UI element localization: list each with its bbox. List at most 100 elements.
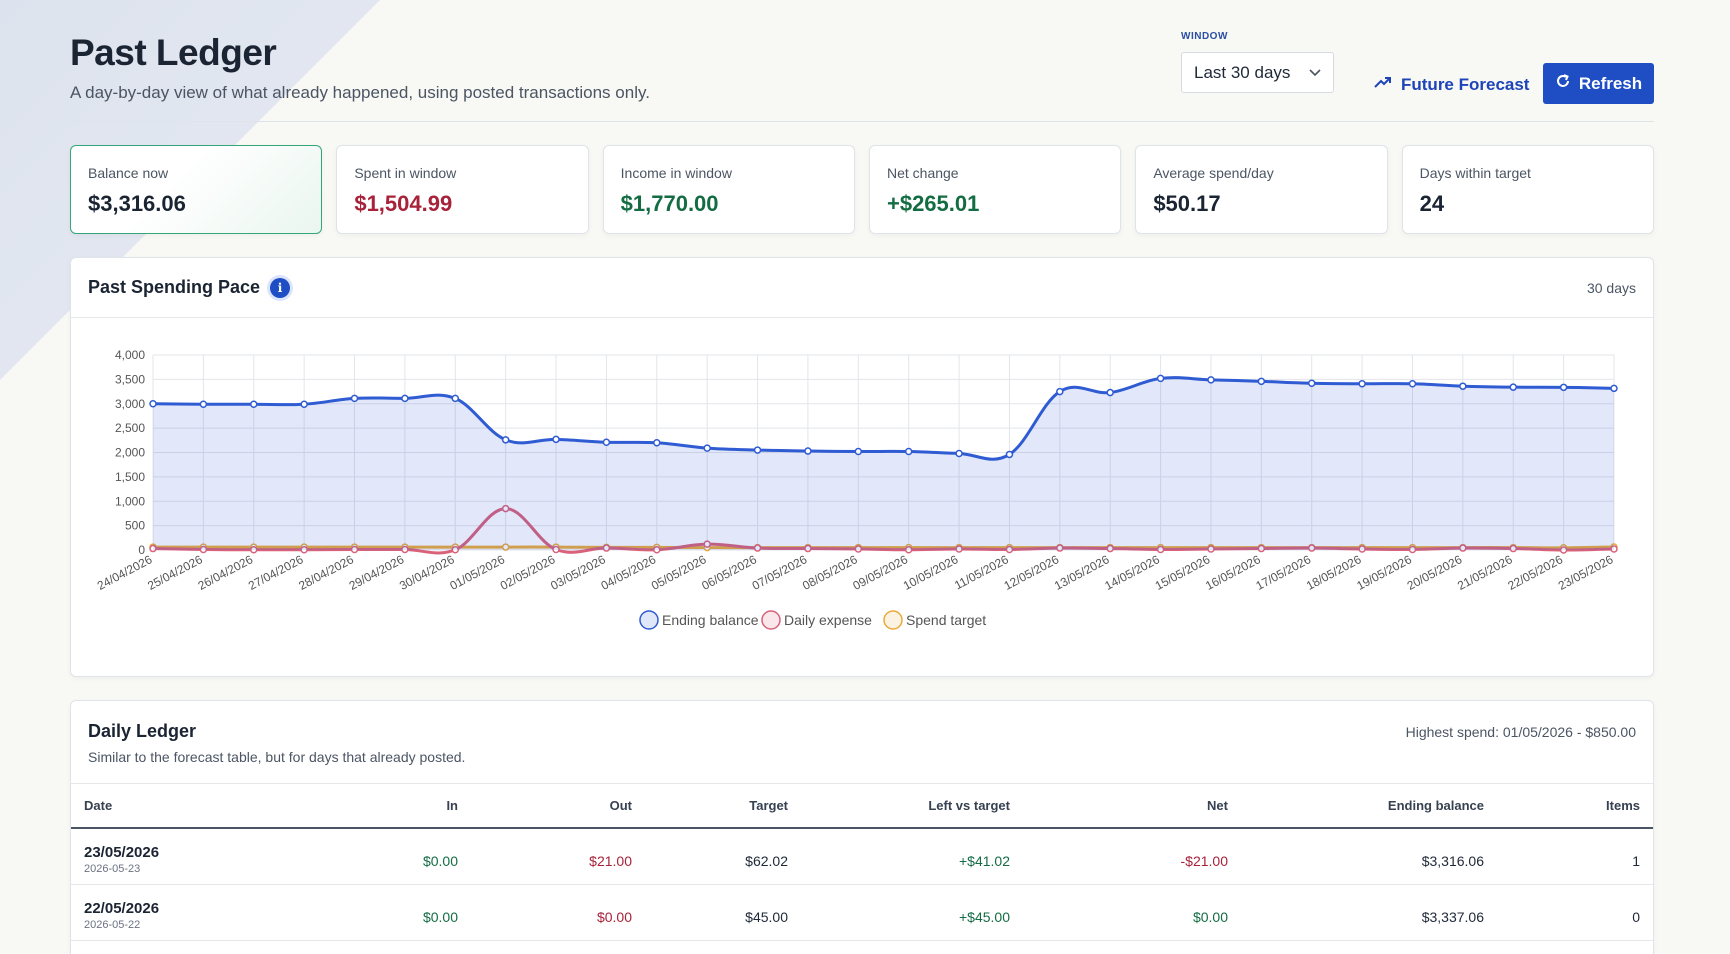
data-point	[653, 439, 661, 447]
data-point	[1207, 376, 1215, 384]
ledger-header: Daily Ledger Similar to the forecast tab…	[71, 701, 1653, 784]
legend-marker	[639, 610, 659, 630]
data-point	[401, 545, 409, 554]
out-cell: $21.00	[471, 828, 645, 885]
data-point	[703, 540, 711, 548]
x-tick-label: 22/05/2026	[1505, 552, 1565, 593]
series-line	[153, 545, 1615, 550]
data-point	[199, 400, 208, 408]
x-tick-label: 25/04/2026	[145, 552, 205, 593]
y-tick-label: 4,000	[115, 348, 145, 362]
data-point	[1005, 450, 1014, 459]
stat-label: Net change	[886, 165, 959, 181]
data-point	[451, 546, 460, 554]
y-tick-label: 2,000	[115, 446, 145, 460]
in-cell: $0.00	[291, 828, 471, 885]
data-point	[854, 447, 863, 456]
data-point	[300, 546, 308, 554]
x-tick-label: 08/05/2026	[800, 552, 860, 593]
x-tick-label: 30/04/2026	[397, 552, 457, 593]
target-cell: $62.02	[645, 828, 801, 885]
column-header-target[interactable]: Target	[645, 784, 801, 829]
x-tick-label: 07/05/2026	[750, 552, 810, 593]
left-vs-target-cell: +$45.00	[801, 884, 1023, 941]
y-tick-label: 3,000	[115, 397, 145, 411]
stat-average-spend: Average spend/day $50.17	[1135, 145, 1388, 234]
data-point	[149, 544, 157, 553]
x-tick-label: 27/04/2026	[246, 552, 306, 593]
window-select[interactable]: Last 30 days	[1181, 52, 1334, 93]
x-tick-label: 28/04/2026	[296, 552, 356, 593]
y-tick-label: 2,500	[115, 421, 145, 435]
data-point	[1005, 545, 1014, 554]
chevron-down-icon	[1309, 66, 1321, 80]
column-header-items[interactable]: Items	[1497, 784, 1653, 829]
x-tick-label: 06/05/2026	[699, 552, 759, 593]
data-point	[1307, 379, 1316, 388]
series-area	[153, 377, 1614, 550]
data-point	[1156, 545, 1165, 554]
data-point	[1610, 384, 1618, 393]
data-point	[1459, 382, 1467, 390]
date-display: 22/05/2026	[84, 900, 160, 917]
page-header: Past Ledger A day-by-day view of what al…	[70, 0, 1654, 122]
x-tick-label: 13/05/2026	[1052, 552, 1112, 593]
stat-label: Balance now	[88, 165, 169, 181]
data-point	[1358, 545, 1366, 553]
data-point	[854, 545, 863, 553]
stat-value: 24	[1419, 191, 1445, 216]
future-forecast-link[interactable]: Future Forecast	[1373, 72, 1529, 97]
x-tick-label: 21/05/2026	[1455, 552, 1515, 593]
data-point	[1056, 387, 1064, 396]
data-point	[804, 447, 812, 455]
ledger-table: Date In Out Target Left vs target Net En…	[71, 784, 1653, 941]
data-point	[250, 400, 258, 408]
data-point	[552, 435, 560, 444]
stat-value: $1,504.99	[354, 191, 453, 216]
column-header-out[interactable]: Out	[471, 784, 645, 829]
table-row[interactable]: 23/05/2026 2026-05-23 $0.00 $21.00 $62.0…	[71, 828, 1653, 885]
x-tick-label: 01/05/2026	[447, 552, 507, 593]
ending-balance-cell: $3,316.06	[1241, 828, 1497, 885]
target-cell: $45.00	[645, 884, 801, 941]
highest-spend-note: Highest spend: 01/05/2026 - $850.00	[1405, 724, 1636, 740]
data-point	[1106, 388, 1114, 397]
net-cell: $0.00	[1023, 884, 1241, 941]
date-display: 23/05/2026	[84, 844, 160, 861]
stat-label: Average spend/day	[1153, 165, 1274, 181]
stat-net-change: Net change +$265.01	[868, 145, 1122, 234]
data-point	[1358, 380, 1366, 388]
data-point	[501, 543, 510, 551]
stat-balance-now: Balance now $3,316.06	[70, 145, 323, 234]
column-header-date[interactable]: Date	[71, 784, 291, 829]
column-header-left-vs-target[interactable]: Left vs target	[801, 784, 1023, 829]
refresh-button[interactable]: Refresh	[1543, 63, 1654, 104]
x-tick-label: 20/05/2026	[1405, 552, 1465, 593]
column-header-in[interactable]: In	[291, 784, 471, 829]
column-header-ending-balance[interactable]: Ending balance	[1241, 784, 1497, 829]
data-point	[401, 394, 409, 403]
data-point	[1257, 544, 1266, 553]
data-point	[1509, 544, 1517, 553]
stat-days-within-target: Days within target 24	[1401, 145, 1654, 234]
page-title: Past Ledger	[70, 32, 277, 73]
data-point	[149, 400, 157, 408]
x-tick-label: 09/05/2026	[850, 552, 910, 593]
stat-label: Days within target	[1419, 165, 1531, 181]
x-tick-label: 16/05/2026	[1203, 552, 1263, 593]
ending-balance-cell: $3,337.06	[1241, 884, 1497, 941]
x-tick-label: 12/05/2026	[1002, 552, 1062, 593]
column-header-net[interactable]: Net	[1023, 784, 1241, 829]
y-tick-label: 1,000	[115, 494, 145, 508]
data-point	[904, 447, 913, 456]
chart-period: 30 days	[1586, 279, 1636, 296]
data-point	[602, 544, 611, 552]
x-tick-label: 05/05/2026	[649, 552, 709, 593]
x-tick-label: 10/05/2026	[901, 552, 961, 593]
table-row[interactable]: 22/05/2026 2026-05-22 $0.00 $0.00 $45.00…	[71, 884, 1653, 941]
info-icon[interactable]: i	[270, 277, 291, 298]
future-forecast-label: Future Forecast	[1401, 74, 1530, 94]
stat-cards: Balance now $3,316.06 Spent in window $1…	[70, 145, 1654, 234]
chart-header: Past Spending Pace i 30 days	[71, 258, 1653, 318]
data-point	[552, 545, 560, 554]
